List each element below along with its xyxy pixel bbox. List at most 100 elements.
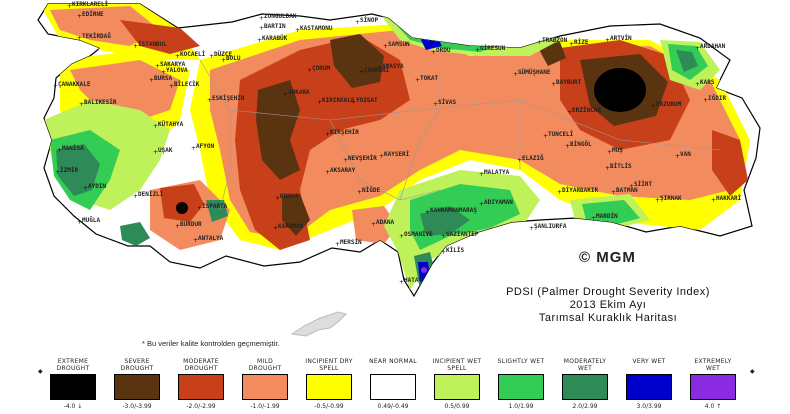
legend-swatch (178, 374, 224, 400)
copyright-text: © MGM (579, 249, 636, 266)
city-marker: + KAHRAMANMARAŞ (425, 207, 477, 216)
city-name: TEKİRDAĞ (82, 33, 111, 40)
city-marker: + BİTLİS (605, 163, 632, 172)
legend-label: SLIGHTLY WET (497, 358, 545, 365)
city-dot-icon: + (513, 71, 518, 78)
city-marker: + OSMANİYE (399, 231, 433, 240)
city-name: KIRŞEHİR (330, 129, 359, 136)
city-dot-icon: + (431, 49, 436, 56)
city-dot-icon: + (567, 109, 572, 116)
city-dot-icon: + (441, 233, 446, 240)
city-marker: + BOLU (221, 55, 241, 64)
zone-moderately-wet-west (56, 144, 100, 196)
legend-swatch (626, 374, 672, 400)
city-marker: + KIRŞEHİR (325, 129, 359, 138)
city-dot-icon: + (77, 13, 82, 20)
city-dot-icon: + (479, 201, 484, 208)
legend-value: 4.0 ↑ (704, 403, 722, 410)
city-dot-icon: + (257, 37, 262, 44)
city-marker: + BATMAN (611, 187, 638, 196)
map-title-line-1: PDSI (Palmer Drought Severity Index) (506, 286, 710, 298)
legend-swatch (114, 374, 160, 400)
city-dot-icon: + (317, 99, 322, 106)
city-name: NEVŞEHİR (348, 155, 377, 162)
legend-swatch (370, 374, 416, 400)
city-marker: + AFYON (191, 143, 214, 152)
city-name: KASTAMONU (300, 25, 333, 32)
legend-value: 0.5/0.99 (444, 403, 470, 410)
city-marker: + SİİRT (629, 181, 652, 190)
city-dot-icon: + (295, 27, 300, 34)
city-marker: + BİNGÖL (565, 141, 592, 150)
city-name: SAKARYA (160, 61, 186, 68)
zone-slightly-wet-southeast (582, 200, 640, 226)
city-marker: + MALATYA (479, 169, 510, 178)
legend-value: 0.49/-0.49 (377, 403, 409, 410)
city-dot-icon: + (415, 77, 420, 84)
city-dot-icon: + (193, 237, 198, 244)
city-dot-icon: + (53, 83, 58, 90)
city-name: DENİZLİ (138, 191, 164, 198)
legend-item: MODERATELY WET 2.0/2.99 (560, 358, 610, 411)
city-marker: + KARABÜK (257, 35, 288, 44)
city-dot-icon: + (161, 69, 166, 76)
city-name: ARDAHAN (700, 43, 726, 50)
city-name: OSMANİYE (404, 231, 433, 238)
city-dot-icon: + (565, 143, 570, 150)
city-marker: + KİLİS (441, 247, 464, 256)
city-name: GÜMÜŞHANE (518, 69, 551, 76)
legend-value: -1.0/-1.99 (250, 403, 280, 410)
city-name: YALOVA (166, 67, 188, 74)
city-name: ERZİNCAN (572, 107, 601, 114)
city-name: İZMİR (60, 167, 78, 174)
legend-item: NEAR NORMAL 0.49/-0.49 (368, 358, 418, 411)
city-dot-icon: + (169, 83, 174, 90)
zone-extreme-drought-east (594, 68, 646, 112)
city-marker: + ÇORUM (307, 65, 330, 74)
zone-moderately-wet-northeast (676, 50, 698, 72)
city-dot-icon: + (543, 133, 548, 140)
city-name: BALIKESİR (84, 99, 117, 106)
city-marker: + ARDAHAN (695, 43, 726, 52)
city-name: SİVAS (438, 99, 456, 106)
city-name: MANİSA (62, 145, 84, 152)
city-marker: + SAKARYA (155, 61, 186, 70)
city-dot-icon: + (325, 131, 330, 138)
legend-swatch (690, 374, 736, 400)
map-legend: EXTREME DROUGHT -4.0 ↓ SEVERE DROUGHT -3.0/… (38, 358, 758, 414)
legend-label: SEVERE DROUGHT (120, 358, 154, 372)
zone-severe-drought-central (256, 80, 300, 180)
legend-swatch (50, 374, 96, 400)
city-dot-icon: + (67, 3, 72, 10)
city-dot-icon: + (517, 157, 522, 164)
legend-item: EXTREME DROUGHT -4.0 ↓ (48, 358, 98, 411)
city-marker: + MUŞ (607, 147, 623, 156)
legend-item: INCIPIENT DRY SPELL -0.5/-0.99 (304, 358, 354, 411)
city-name: ADANA (376, 219, 394, 226)
city-marker: + BURDUR (175, 221, 202, 230)
city-dot-icon: + (357, 189, 362, 196)
city-marker: + SAMSUN (383, 41, 410, 50)
city-dot-icon: + (711, 197, 716, 204)
city-marker: + ORDU (431, 47, 451, 56)
legend-swatch (498, 374, 544, 400)
city-dot-icon: + (605, 165, 610, 172)
legend-item: SEVERE DROUGHT -3.0/-3.99 (112, 358, 162, 411)
legend-label: INCIPIENT WET SPELL (432, 358, 482, 372)
city-name: İSTANBUL (138, 41, 167, 48)
city-dot-icon: + (475, 47, 480, 54)
legend-item: MILD DROUGHT -1.0/-1.99 (240, 358, 290, 411)
city-name: ESKİŞEHİR (212, 95, 245, 102)
city-marker: + NEVŞEHİR (343, 155, 377, 164)
zone-mild-drought-adana (352, 206, 398, 244)
city-name: HATAY (404, 277, 422, 284)
city-name: MUĞLA (82, 217, 100, 224)
city-marker: + DÜZCE (209, 51, 232, 60)
city-name: ORDU (436, 47, 451, 54)
city-name: ŞIRNAK (660, 195, 682, 202)
zone-moderate-drought-north (120, 20, 200, 54)
city-marker: + ŞIRNAK (655, 195, 682, 204)
legend-bullet-icon: ◆ (38, 368, 43, 375)
map-title-line-2: 2013 Ekim Ayı (569, 299, 647, 311)
city-name: KAYSERİ (384, 151, 410, 158)
